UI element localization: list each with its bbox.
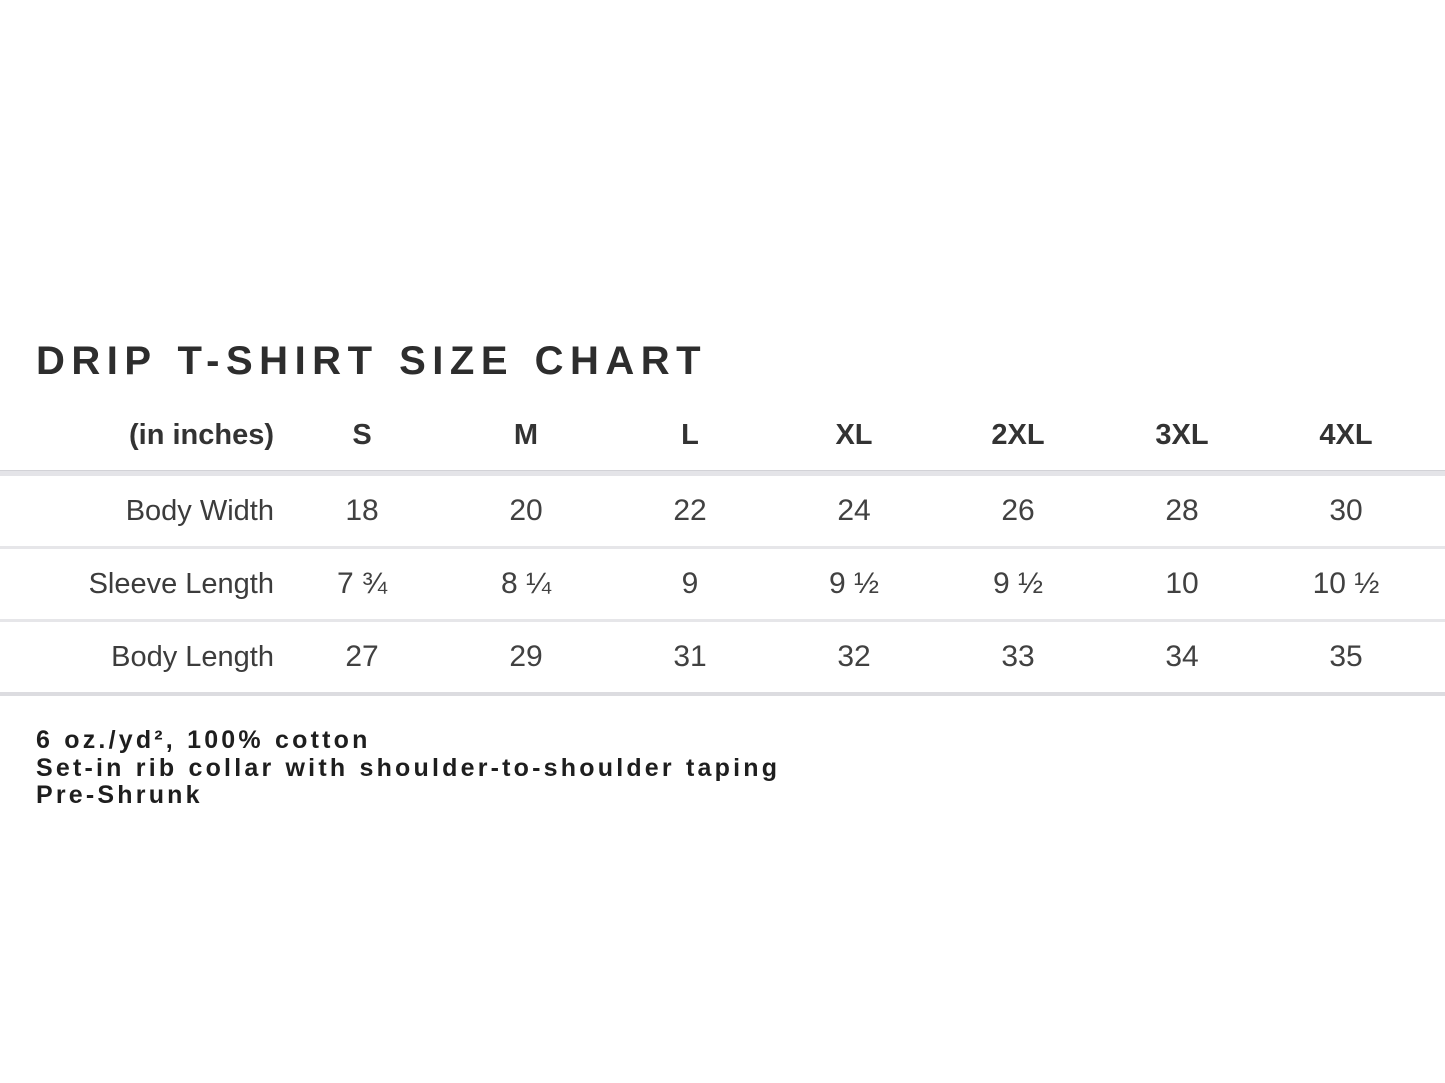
table-row-body-width: Body Width 18 20 22 24 26 28 30 [0,476,1445,546]
detail-line-collar: Set-in rib collar with shoulder-to-shoul… [36,753,781,782]
value-cell: 28 [1165,494,1199,527]
size-chart-table: (in inches) S M L XL 2XL 3XL 4XL Body Wi… [0,400,1445,696]
value-cell: 24 [837,494,871,527]
value-cell: 22 [673,494,707,527]
row-label: Body Length [111,640,274,673]
column-header-4xl: 4XL [1319,418,1373,451]
row-label: Sleeve Length [88,567,274,600]
column-header-m: M [513,418,539,451]
value-cell: 8 ¼ [500,567,552,600]
value-cell: 10 [1165,567,1199,600]
detail-line-fabric: 6 oz./yd², 100% cotton [36,726,371,754]
value-cell: 31 [673,640,707,673]
value-cell: 10 ½ [1312,567,1380,600]
table-header-row: (in inches) S M L XL 2XL 3XL 4XL [0,400,1445,470]
column-header-s: S [352,418,372,451]
value-cell: 27 [345,640,379,673]
unit-label: (in inches) [128,418,274,451]
value-cell: 29 [509,640,543,673]
value-cell: 35 [1329,640,1363,673]
row-divider [0,546,1445,549]
product-details: 6 oz./yd², 100% cotton Set-in rib collar… [36,726,781,810]
value-cell: 26 [1001,494,1035,527]
value-cell: 7 ¾ [336,567,388,600]
row-label: Body Width [125,494,274,527]
value-cell: 20 [509,494,543,527]
column-header-3xl: 3XL [1155,418,1209,451]
detail-line-preshrunk: Pre-Shrunk [36,781,203,809]
table-bottom-divider [0,692,1445,696]
value-cell: 30 [1329,494,1363,527]
value-cell: 9 ½ [992,567,1044,600]
row-divider [0,619,1445,622]
table-row-body-length: Body Length 27 29 31 32 33 34 35 [0,622,1445,692]
column-header-l: L [681,418,699,451]
column-header-2xl: 2XL [991,418,1045,451]
value-cell: 18 [345,494,379,527]
value-cell: 33 [1001,640,1035,673]
value-cell: 32 [837,640,871,673]
value-cell: 9 [681,567,699,600]
value-cell: 9 ½ [828,567,880,600]
column-header-xl: XL [835,418,873,451]
table-row-sleeve-length: Sleeve Length 7 ¾ 8 ¼ 9 9 ½ 9 ½ 10 10 ½ [0,549,1445,619]
page-title: DRIP T-SHIRT SIZE CHART [36,339,708,383]
header-divider [0,470,1445,476]
value-cell: 34 [1165,640,1199,673]
